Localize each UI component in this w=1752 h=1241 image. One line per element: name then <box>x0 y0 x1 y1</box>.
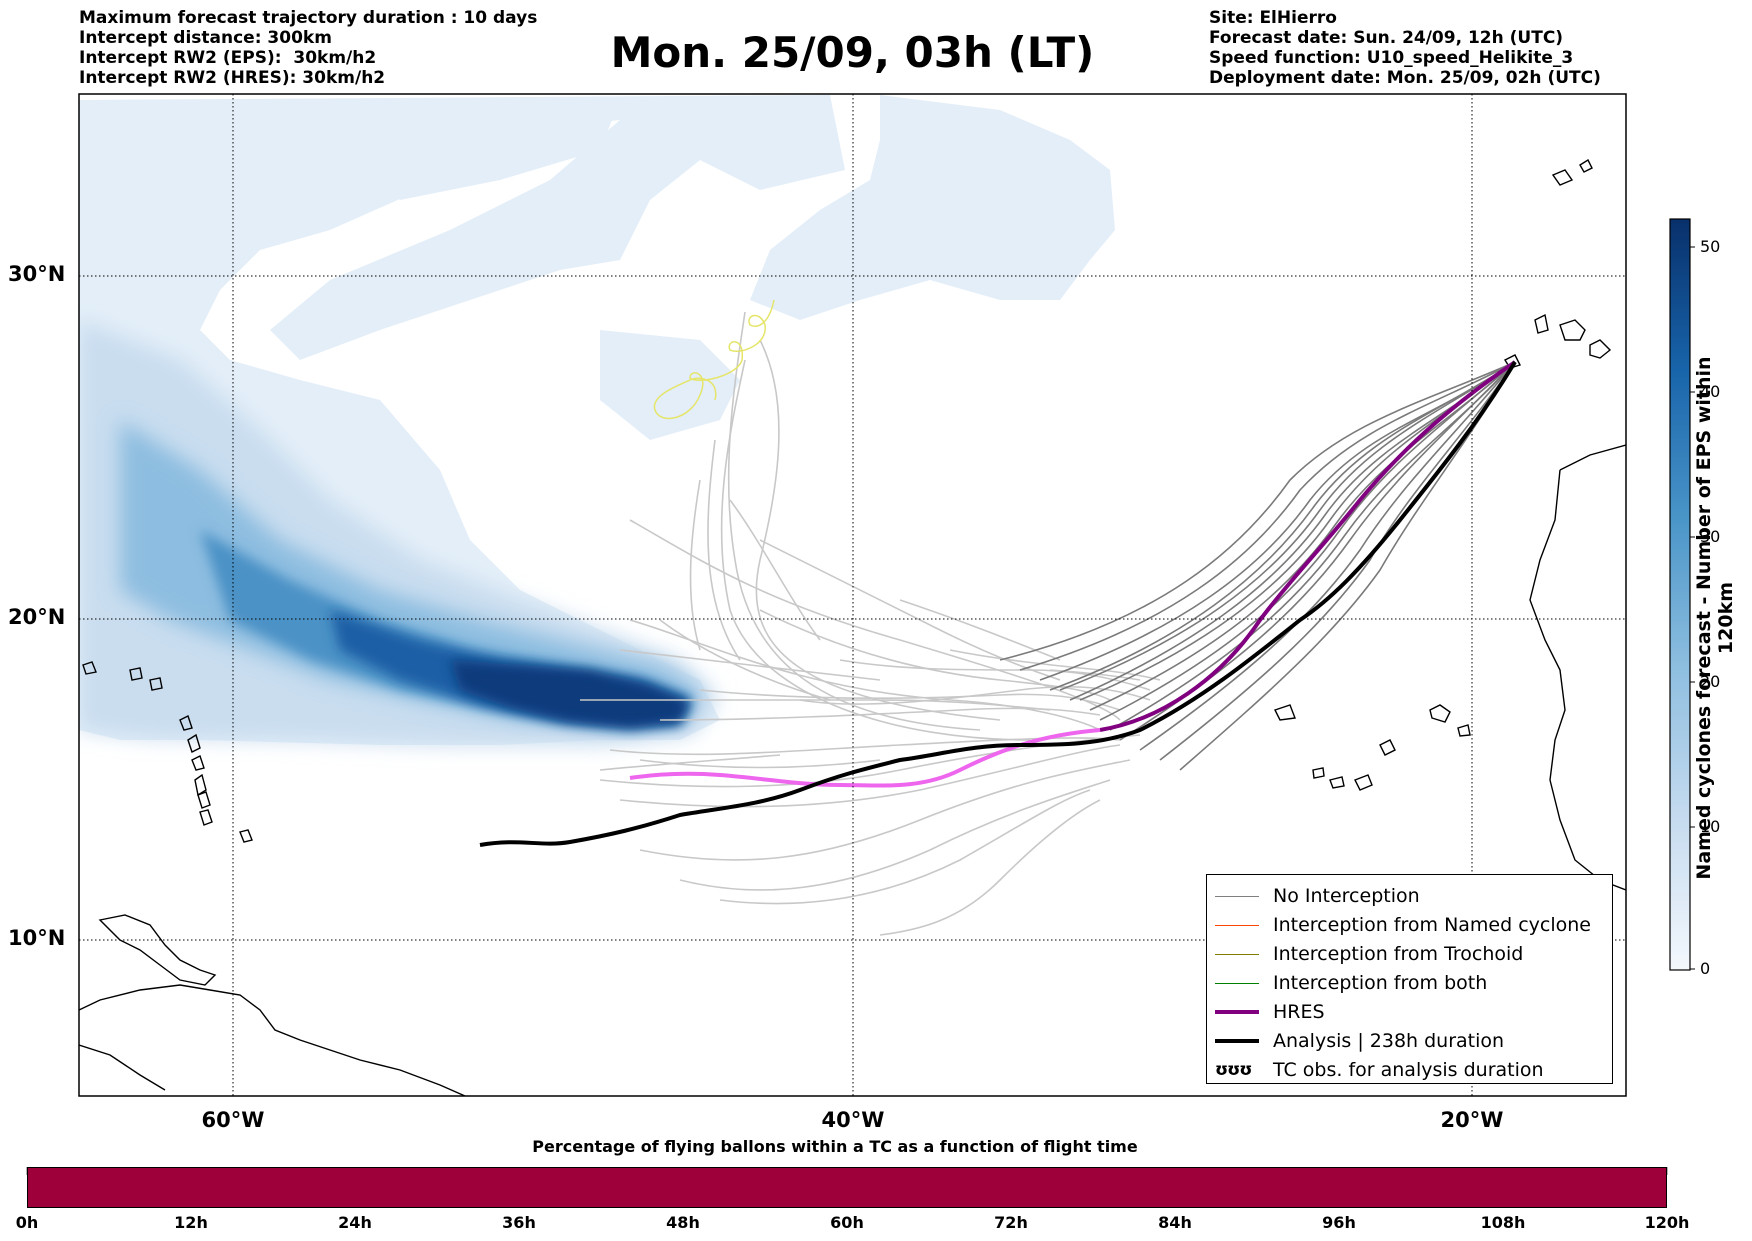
map-area <box>79 94 1626 1096</box>
header-line-intercept-distance: Intercept distance: 300km <box>79 28 332 48</box>
flight-bar-tick-48h: 48h <box>666 1213 700 1232</box>
colorbar-tick-30: 30 <box>1700 527 1721 546</box>
lon-label-20w: 20°W <box>1440 1108 1504 1132</box>
flight-time-bar <box>27 1167 1667 1208</box>
analysis-track <box>479 360 1517 847</box>
lat-label-30n: 30°N <box>8 262 66 286</box>
flight-bar-tick-24h: 24h <box>338 1213 372 1232</box>
legend-swatch-olive <box>1215 953 1259 955</box>
tc-obs-glyph-icon: ʊʊʊ <box>1215 1060 1252 1080</box>
flight-bar-tick-120h: 120h <box>1644 1213 1690 1232</box>
header-line-speed-function: Speed function: U10_speed_Helikite_3 <box>1209 48 1574 68</box>
legend-item-analysis: Analysis | 238h duration <box>1215 1029 1504 1053</box>
flight-bar-tick-96h: 96h <box>1322 1213 1356 1232</box>
hres-track <box>1099 360 1517 732</box>
legend-swatch-green <box>1215 982 1259 984</box>
map-frame <box>78 93 1627 1097</box>
colorbar-tick-50: 50 <box>1700 237 1721 256</box>
legend-swatch-orange <box>1215 924 1259 926</box>
legend-label: Interception from Trochoid <box>1273 943 1524 965</box>
legend-item-trochoid: Interception from Trochoid <box>1215 942 1523 966</box>
header-line-max-duration: Maximum forecast trajectory duration : 1… <box>79 8 538 28</box>
colorbar-tick-10: 10 <box>1700 817 1721 836</box>
legend-label: Interception from both <box>1273 972 1488 994</box>
header-line-intercept-hres: Intercept RW2 (HRES): 30km/h2 <box>79 68 386 88</box>
flight-bar-tick-84h: 84h <box>1158 1213 1192 1232</box>
flight-bar-tick-0h: 0h <box>15 1213 39 1232</box>
legend-label: Analysis | 238h duration <box>1273 1030 1505 1052</box>
legend-label: Interception from Named cyclone <box>1273 914 1591 936</box>
page-title: Mon. 25/09, 03h (LT) <box>610 28 1095 77</box>
colorbar-label: Named cyclones forecast - Number of EPS … <box>1693 356 1737 880</box>
lat-label-20n: 20°N <box>8 605 66 629</box>
colorbar-tick-0: 0 <box>1700 959 1711 978</box>
lon-label-60w: 60°W <box>201 1108 265 1132</box>
header-info-left: Maximum forecast trajectory duration : 1… <box>79 8 537 88</box>
flight-bar-title: Percentage of flying ballons within a TC… <box>532 1137 1138 1156</box>
header-line-deployment-date: Deployment date: Mon. 25/09, 02h (UTC) <box>1209 68 1601 88</box>
tc-observation-track <box>653 299 775 420</box>
legend-item-tc-obs: ʊʊʊ TC obs. for analysis duration <box>1215 1058 1544 1082</box>
flight-bar-tick-108h: 108h <box>1480 1213 1526 1232</box>
legend-swatch-purple <box>1215 1010 1259 1014</box>
lon-label-40w: 40°W <box>821 1108 885 1132</box>
header-line-forecast-date: Forecast date: Sun. 24/09, 12h (UTC) <box>1209 28 1564 48</box>
legend-swatch-black <box>1215 1039 1259 1043</box>
legend-item-no-interception: No Interception <box>1215 884 1420 908</box>
colorbar-ticks <box>1690 246 1695 970</box>
header-line-site: Site: ElHierro <box>1209 8 1337 28</box>
legend-swatch-grey <box>1215 895 1259 897</box>
legend-label: No Interception <box>1273 885 1420 907</box>
colorbar-tick-20: 20 <box>1700 672 1721 691</box>
legend-item-hres: HRES <box>1215 1000 1325 1024</box>
hres-track-early <box>629 728 1101 788</box>
header-line-intercept-eps: Intercept RW2 (EPS): 30km/h2 <box>79 48 377 68</box>
legend-label: TC obs. for analysis duration <box>1273 1059 1544 1081</box>
cyclone-density-core <box>79 320 720 745</box>
eps-trajectories-no-interception <box>999 361 1516 771</box>
flight-bar-tick-72h: 72h <box>994 1213 1028 1232</box>
flight-bar-tick-60h: 60h <box>830 1213 864 1232</box>
legend-label: HRES <box>1273 1001 1325 1023</box>
colorbar <box>1669 218 1691 971</box>
colorbar-tick-40: 40 <box>1700 382 1721 401</box>
map-legend: No Interception Interception from Named … <box>1206 874 1613 1084</box>
lat-label-10n: 10°N <box>8 926 66 950</box>
coastlines <box>79 158 1626 1096</box>
flight-bar-tick-12h: 12h <box>174 1213 208 1232</box>
flight-bar-tick-36h: 36h <box>502 1213 536 1232</box>
legend-item-both: Interception from both <box>1215 971 1487 995</box>
legend-item-named-cyclone: Interception from Named cyclone <box>1215 913 1591 937</box>
header-info-right: Site: ElHierro Forecast date: Sun. 24/09… <box>1209 8 1601 88</box>
